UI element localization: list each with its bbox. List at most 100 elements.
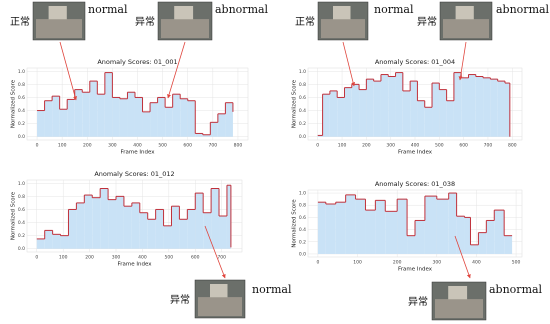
- area-step: [453, 72, 462, 137]
- x-tick-label: 200: [362, 143, 371, 149]
- area-step: [37, 110, 45, 137]
- area-step: [468, 74, 476, 137]
- area-step: [335, 202, 346, 254]
- y-tick-label: 0.8: [18, 82, 25, 88]
- arrow: [454, 235, 471, 279]
- area-step: [36, 238, 45, 249]
- label-cn: 异常: [170, 293, 190, 306]
- area-step: [44, 100, 53, 137]
- area-step: [142, 111, 151, 137]
- x-tick-label: 700: [484, 143, 493, 149]
- area-step: [504, 83, 510, 137]
- frame-image-detail: [435, 299, 483, 319]
- area-step: [344, 87, 352, 137]
- x-axis-label: Frame Index: [398, 267, 433, 273]
- chart-title: Anomaly Scores: 01_004: [375, 58, 455, 66]
- x-tick-label: 0: [316, 143, 319, 149]
- area-step: [355, 199, 366, 254]
- y-tick-label: 0.4: [299, 108, 306, 114]
- area-step: [380, 74, 389, 137]
- x-tick-label: 300: [112, 255, 121, 261]
- area-step: [365, 210, 376, 254]
- x-tick-label: 800: [234, 143, 243, 149]
- area-step: [187, 100, 196, 137]
- frame-image-detail: [36, 19, 82, 39]
- area-step: [410, 81, 418, 137]
- label-en: normal: [374, 3, 414, 16]
- area-step: [439, 89, 447, 137]
- y-tick-label: 0.2: [299, 121, 306, 127]
- y-axis-label: Normalized Score: [292, 199, 298, 248]
- y-tick-label: 0.8: [18, 194, 25, 200]
- label-cn: 正常: [10, 15, 30, 28]
- label-cn: 正常: [295, 15, 315, 28]
- area-step: [44, 230, 53, 249]
- area-step: [76, 202, 85, 249]
- area-step: [375, 200, 386, 254]
- x-axis-label: Frame Index: [117, 262, 152, 268]
- chart-title: Anomaly Scores: 01_001: [97, 58, 177, 66]
- y-tick-label: 1.0: [18, 69, 25, 75]
- x-tick-label: 100: [338, 143, 347, 149]
- y-axis-label: Normalized Score: [11, 191, 17, 240]
- area-step: [68, 209, 77, 249]
- y-tick-label: 0.6: [299, 215, 306, 221]
- area-step: [147, 219, 156, 249]
- x-tick-label: 500: [512, 260, 521, 266]
- x-tick-label: 700: [209, 143, 218, 149]
- y-tick-label: 0.6: [18, 95, 25, 101]
- label-en: abnormal: [496, 3, 550, 16]
- area-step: [446, 100, 454, 137]
- frame-image-detail: [443, 19, 489, 39]
- area-step: [165, 107, 173, 137]
- x-tick-label: 200: [393, 260, 402, 266]
- area-step: [366, 79, 374, 137]
- area-step: [448, 193, 457, 254]
- area-step: [127, 92, 135, 137]
- area-step: [89, 81, 98, 137]
- area-step: [131, 202, 140, 249]
- x-tick-label: 100: [353, 260, 362, 266]
- y-tick-label: 0.6: [18, 207, 25, 213]
- y-tick-label: 1.0: [299, 191, 306, 197]
- area-step: [397, 199, 408, 254]
- area-step: [108, 199, 117, 249]
- label-cn: 异常: [408, 295, 428, 308]
- x-tick-label: 700: [217, 255, 226, 261]
- area-step: [211, 188, 220, 249]
- area-step: [461, 77, 469, 137]
- y-tick-label: 0.2: [18, 121, 25, 127]
- y-tick-label: 0.8: [299, 82, 306, 88]
- label-en: abnormal: [489, 283, 543, 296]
- area-step: [351, 84, 360, 137]
- x-tick-label: 100: [59, 255, 68, 261]
- area-step: [84, 195, 93, 249]
- area-step: [373, 81, 381, 137]
- area-step: [150, 102, 158, 137]
- x-tick-label: 300: [108, 143, 117, 149]
- frame-image-detail: [48, 6, 67, 20]
- x-tick-label: 400: [472, 260, 481, 266]
- area-step: [317, 135, 323, 137]
- area-step: [97, 94, 105, 137]
- area-step: [100, 188, 109, 249]
- area-step: [415, 220, 425, 254]
- area-step: [432, 83, 440, 137]
- area-step: [317, 202, 326, 254]
- area-step: [483, 77, 491, 137]
- area-step: [82, 92, 90, 137]
- area-step: [436, 199, 449, 254]
- area-step: [139, 212, 148, 249]
- area-step: [424, 107, 433, 137]
- arrow: [167, 41, 186, 99]
- x-tick-label: 100: [58, 143, 67, 149]
- frame-image-detail: [210, 284, 228, 298]
- x-tick-label: 0: [36, 143, 39, 149]
- y-tick-label: 0.2: [18, 233, 25, 239]
- area-step: [180, 98, 188, 137]
- area-step: [52, 234, 61, 249]
- x-tick-label: 0: [316, 260, 319, 266]
- y-tick-label: 0.0: [299, 251, 306, 257]
- x-tick-label: 500: [435, 143, 444, 149]
- area-step: [59, 109, 68, 137]
